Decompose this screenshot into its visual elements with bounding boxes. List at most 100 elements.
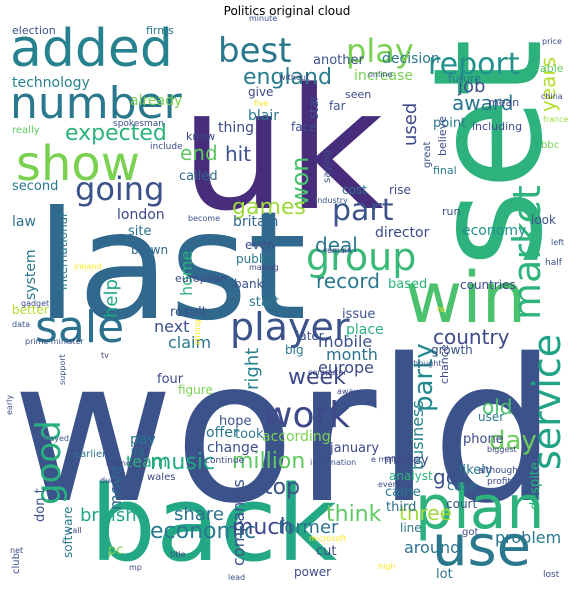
cloud-word-better: better: [12, 303, 49, 317]
cloud-word-spokesman: spokesman: [113, 119, 164, 129]
cloud-word-half: half: [545, 258, 563, 268]
cloud-word-music: music: [150, 450, 215, 475]
cloud-word-data: data: [12, 320, 30, 329]
cloud-word-early: early: [5, 395, 14, 415]
cloud-word-seen: seen: [345, 88, 371, 101]
cloud-word-countries: countries: [460, 278, 516, 292]
cloud-word-group: group: [306, 235, 416, 279]
cloud-word-economy: economy: [462, 223, 526, 239]
cloud-word-won: won: [286, 156, 314, 206]
cloud-word-games: games: [232, 195, 306, 220]
cloud-word-got: got: [462, 527, 478, 538]
cloud-word-companies: companies: [229, 479, 248, 566]
cloud-word-european: european: [175, 272, 227, 285]
cloud-word-according: according: [262, 429, 331, 445]
cloud-word-win: win: [405, 257, 526, 339]
cloud-word-really: really: [12, 125, 40, 136]
cloud-word-even: even: [245, 238, 274, 252]
cloud-word-going: going: [75, 170, 164, 208]
cloud-word-far: far: [329, 99, 346, 113]
cloud-word-net: net: [10, 546, 23, 555]
cloud-word-came: came: [385, 485, 421, 500]
cloud-word-big: big: [285, 343, 304, 357]
cloud-word-including: including: [472, 120, 522, 133]
cloud-word-court: court: [446, 497, 477, 511]
cloud-word-event: event: [378, 480, 401, 489]
cloud-word-run: run: [442, 205, 460, 218]
cloud-word-party: party: [409, 343, 439, 412]
cloud-word-team: team: [126, 452, 168, 471]
cloud-word-old: old: [482, 395, 513, 419]
cloud-word-able: able: [540, 62, 564, 75]
cloud-word-back: back: [90, 463, 337, 585]
cloud-word-mail: e mail: [371, 455, 396, 464]
cloud-word-change: change: [207, 440, 259, 456]
cloud-word-last: last: [36, 180, 307, 354]
cloud-word-brown: brown: [131, 243, 168, 257]
cloud-word-continue: continue: [205, 456, 245, 466]
cloud-word-world: world: [12, 316, 557, 547]
cloud-word-due: due: [100, 476, 115, 485]
cloud-word-offer: offer: [206, 425, 239, 441]
cloud-word-used: used: [400, 103, 421, 146]
cloud-word-know: know: [186, 130, 215, 143]
cloud-word-technology: technology: [12, 75, 90, 91]
cloud-word-three: three: [399, 501, 452, 525]
cloud-word-place: place: [346, 322, 384, 338]
cloud-word-took: took: [235, 427, 264, 442]
cloud-word-pc: pc: [108, 543, 123, 558]
cloud-word-played: played: [42, 434, 69, 443]
cloud-word-set: set: [402, 39, 574, 268]
cloud-word-london: london: [117, 207, 165, 223]
cloud-word-increase: increase: [354, 68, 413, 84]
cloud-word-problem: problem: [495, 528, 561, 547]
cloud-word-although: although: [478, 466, 518, 476]
cloud-word-strong: strong: [193, 320, 202, 345]
cloud-word-microsoft: microsoft: [309, 534, 346, 543]
cloud-word-around: around: [404, 538, 460, 557]
cloud-word-use: use: [432, 514, 531, 579]
cloud-word-face: face: [291, 120, 317, 134]
cloud-title: Politics original cloud: [223, 4, 351, 18]
cloud-word-phone: phone: [463, 432, 504, 447]
cloud-word-wales: wales: [147, 472, 175, 483]
cloud-word-future: future: [448, 72, 481, 85]
cloud-word-lot: lot: [436, 567, 453, 582]
cloud-word-job: job: [457, 76, 485, 97]
cloud-word-thing: thing: [218, 120, 254, 136]
cloud-word-become: become: [188, 214, 220, 223]
cloud-word-britain: britain: [233, 214, 278, 230]
cloud-word-club: club: [11, 553, 22, 574]
cloud-word-already: already: [130, 93, 182, 109]
cloud-word-star: star: [307, 96, 321, 119]
cloud-word-bank: bank: [234, 277, 264, 291]
cloud-word-making: making: [249, 263, 279, 272]
cloud-word-industry: industry: [315, 196, 348, 205]
cloud-word-public: public: [236, 252, 272, 266]
cloud-word-next: next: [154, 317, 189, 336]
cloud-word-expected: expected: [65, 121, 167, 146]
cloud-word-much: much: [232, 515, 293, 540]
cloud-word-five: five: [254, 99, 269, 108]
cloud-word-end: end: [180, 141, 218, 165]
cloud-word-claim: claim: [168, 333, 211, 352]
cloud-word-decision: decision: [382, 51, 440, 67]
cloud-word-france: france: [543, 115, 568, 124]
cloud-word-dont: don t: [33, 488, 48, 522]
cloud-word-cost: cost: [342, 183, 367, 197]
cloud-word-lead: lead: [228, 573, 245, 582]
cloud-word-economic: economic: [150, 519, 256, 544]
cloud-word-law: law: [12, 214, 36, 230]
cloud-word-former: former: [278, 517, 339, 538]
cloud-word-top: top: [264, 475, 300, 500]
cloud-word-computer: computer: [308, 368, 347, 377]
cloud-word-four: four: [157, 372, 184, 387]
cloud-word-issue: issue: [342, 307, 375, 322]
cloud-word-support: support: [58, 354, 67, 385]
cloud-word-good: good: [29, 420, 69, 505]
cloud-word-result: result: [170, 305, 207, 320]
cloud-word-another: another: [313, 53, 364, 68]
cloud-word-help: help: [101, 279, 122, 318]
cloud-word-without: without: [279, 73, 309, 82]
